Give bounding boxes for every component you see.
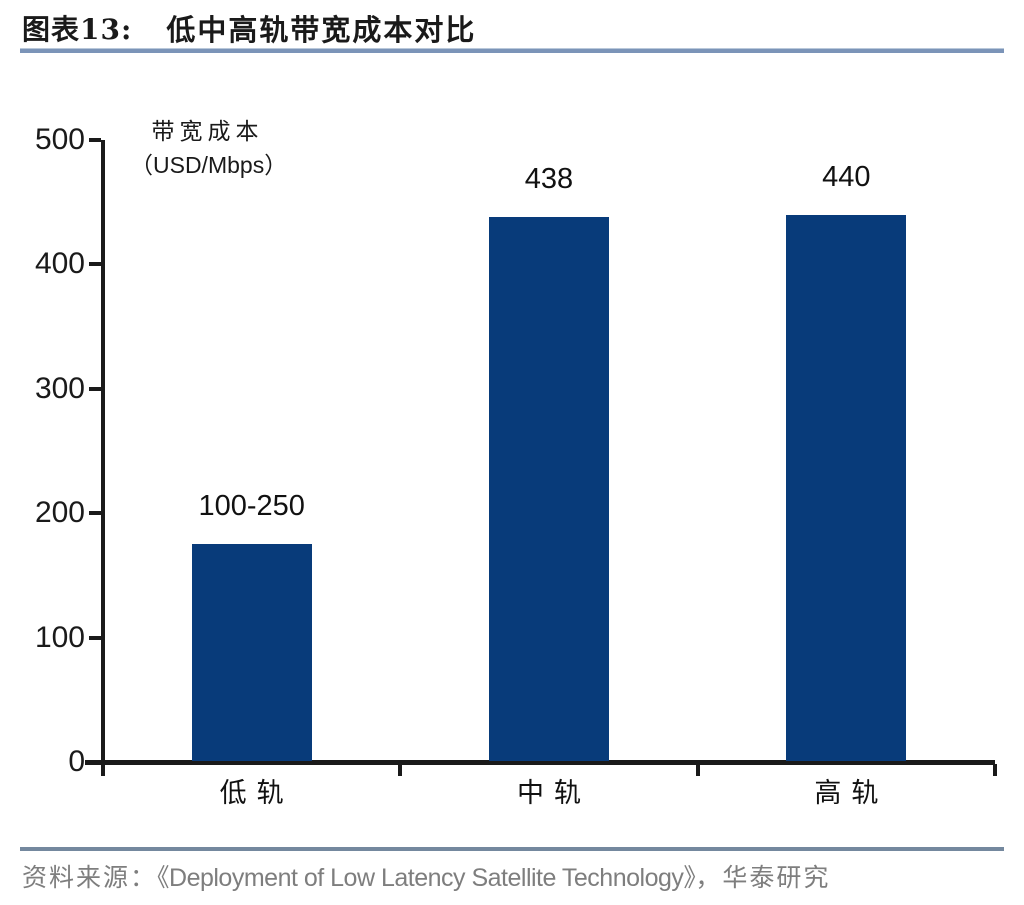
figure-number-label: 图表13: [22,13,133,46]
source-note-suffix: ，华泰研究 [695,863,831,892]
y-axis-line [101,140,105,765]
y-tick-label: 300 [34,371,85,405]
source-note: 资料来源：《Deployment of Low Latency Satellit… [22,860,1012,896]
y-tick-mark [89,635,101,640]
bar-value-label: 438 [524,163,574,196]
x-category-label: 低轨 [219,778,294,809]
bar-3 [786,214,907,761]
y-tick-label: 200 [34,496,85,530]
y-axis-title: 带宽成本 （USD/Mbps） [130,116,288,182]
y-axis-title-line2: （USD/Mbps） [130,152,288,178]
y-tick-mark [89,386,101,391]
x-tick-mark [993,764,997,776]
y-tick-label: 0 [68,745,85,778]
x-category-label: 中轨 [517,778,591,809]
y-axis-title-line1: 带宽成本 [151,119,264,145]
y-tick-mark [89,511,101,516]
x-tick-mark [101,764,105,776]
y-tick-mark [89,262,101,267]
source-note-reference: 《Deployment of Low Latency Satellite Tec… [157,864,696,892]
bar-2 [489,217,609,761]
bar-value-label: 440 [822,160,871,193]
x-axis-line [85,760,995,765]
y-tick-label: 500 [34,123,85,156]
y-tick-mark [89,138,101,142]
y-tick-label: 400 [34,247,85,281]
bar-chart: 带宽成本 （USD/Mbps） 500 400 300 200 100 0 100-250… [34,116,997,809]
bar-value-label: 100-250 [198,490,305,523]
chart-title: 低中高轨带宽成本对比 [166,13,477,47]
chart-header: 图表13: 低中高轨带宽成本对比 [22,8,477,47]
footer-rule [20,847,1004,851]
source-note-prefix: 资料来源： [22,863,158,892]
y-tick-label: 100 [34,620,85,654]
x-tick-mark [695,764,700,776]
x-tick-mark [398,764,403,776]
title-underline-rule [20,48,1004,53]
x-category-label: 高轨 [814,778,889,809]
bar-1 [191,544,312,761]
